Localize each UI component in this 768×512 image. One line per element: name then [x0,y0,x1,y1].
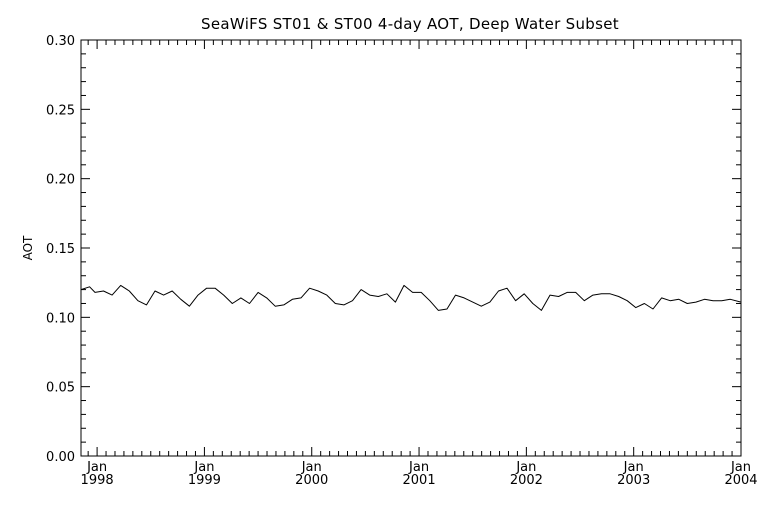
y-tick-label: 0.30 [46,34,75,49]
y-tick-label: 0.20 [46,173,75,188]
x-tick-year-label: 1999 [188,473,221,488]
x-tick-year-label: 1998 [81,473,114,488]
y-tick-label: 0.00 [46,450,75,465]
x-tick-month-label: Jan [623,460,644,475]
axis-ticks [81,39,742,457]
x-tick-year-label: 2000 [295,473,328,488]
plot-frame [80,39,742,457]
series-group [80,284,742,311]
x-tick-month-label: Jan [193,460,214,475]
x-tick-year-label: 2003 [617,473,650,488]
x-tick-year-label: 2002 [510,473,543,488]
x-tick-month-label: Jan [730,460,751,475]
x-tick-year-label: 2004 [724,473,757,488]
x-tick-month-label: Jan [86,460,107,475]
y-tick-label: 0.10 [46,311,75,326]
y-tick-label: 0.05 [46,381,75,396]
y-axis-label: AOT [21,235,35,260]
y-tick-label: 0.15 [46,242,75,257]
x-tick-month-label: Jan [515,460,536,475]
y-tick-label: 0.25 [46,103,75,118]
x-tick-year-label: 2001 [403,473,436,488]
chart-title: SeaWiFS ST01 & ST00 4-day AOT, Deep Wate… [201,15,619,33]
x-tick-month-label: Jan [408,460,429,475]
x-tick-month-label: Jan [301,460,322,475]
series-line [80,284,742,311]
axis-tick-labels: 0.000.050.100.150.200.250.30Jan1998Jan19… [46,34,758,488]
